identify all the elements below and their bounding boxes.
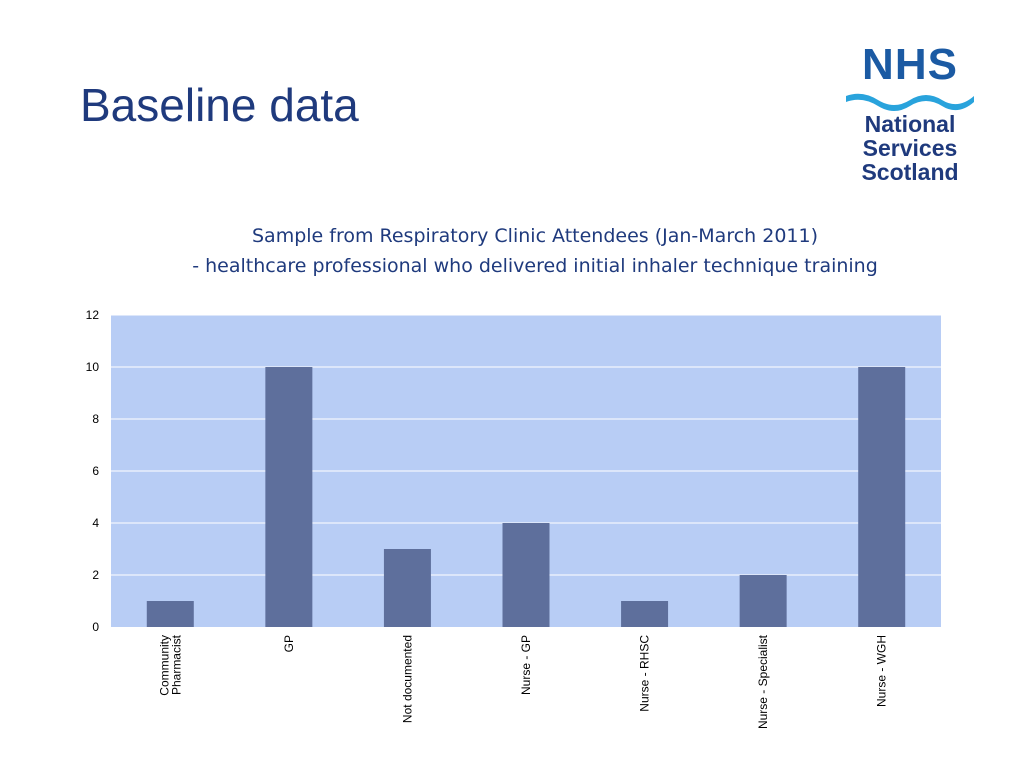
bar (858, 367, 906, 627)
logo-line-scotland: Scotland (861, 159, 959, 185)
chart-title: Sample from Respiratory Clinic Attendees… (251, 225, 819, 247)
slide-title: Baseline data (80, 79, 359, 131)
y-tick-label: 6 (92, 464, 99, 478)
bar (265, 367, 313, 627)
y-tick-label: 10 (86, 360, 100, 374)
chart-subtitle: - healthcare professional who delivered … (192, 255, 878, 277)
x-tick-label: Nurse - GP (519, 635, 533, 695)
bar (383, 549, 431, 627)
wave-icon (846, 93, 974, 111)
bar (739, 575, 787, 627)
x-tick-label: CommunityPharmacist (157, 634, 183, 695)
x-tick-label: Nurse - WGH (875, 635, 889, 707)
y-tick-label: 0 (92, 620, 99, 634)
logo-line-services: Services (862, 135, 958, 161)
y-tick-label: 2 (92, 568, 99, 582)
y-tick-label: 8 (92, 412, 99, 426)
y-tick-label: 4 (92, 516, 99, 530)
nhs-logo-text: NHS (862, 40, 958, 89)
nhs-logo: NHS National Services Scotland (840, 42, 980, 187)
bar (621, 601, 669, 627)
y-tick-label: 12 (86, 308, 100, 322)
bar (502, 523, 550, 627)
x-tick-label: GP (282, 635, 296, 652)
x-tick-label: Nurse - Specialist (756, 634, 770, 729)
logo-line-national: National (864, 111, 956, 137)
x-tick-label: Nurse - RHSC (638, 635, 652, 712)
x-tick-label: Not documented (400, 635, 414, 723)
bar (146, 601, 194, 627)
